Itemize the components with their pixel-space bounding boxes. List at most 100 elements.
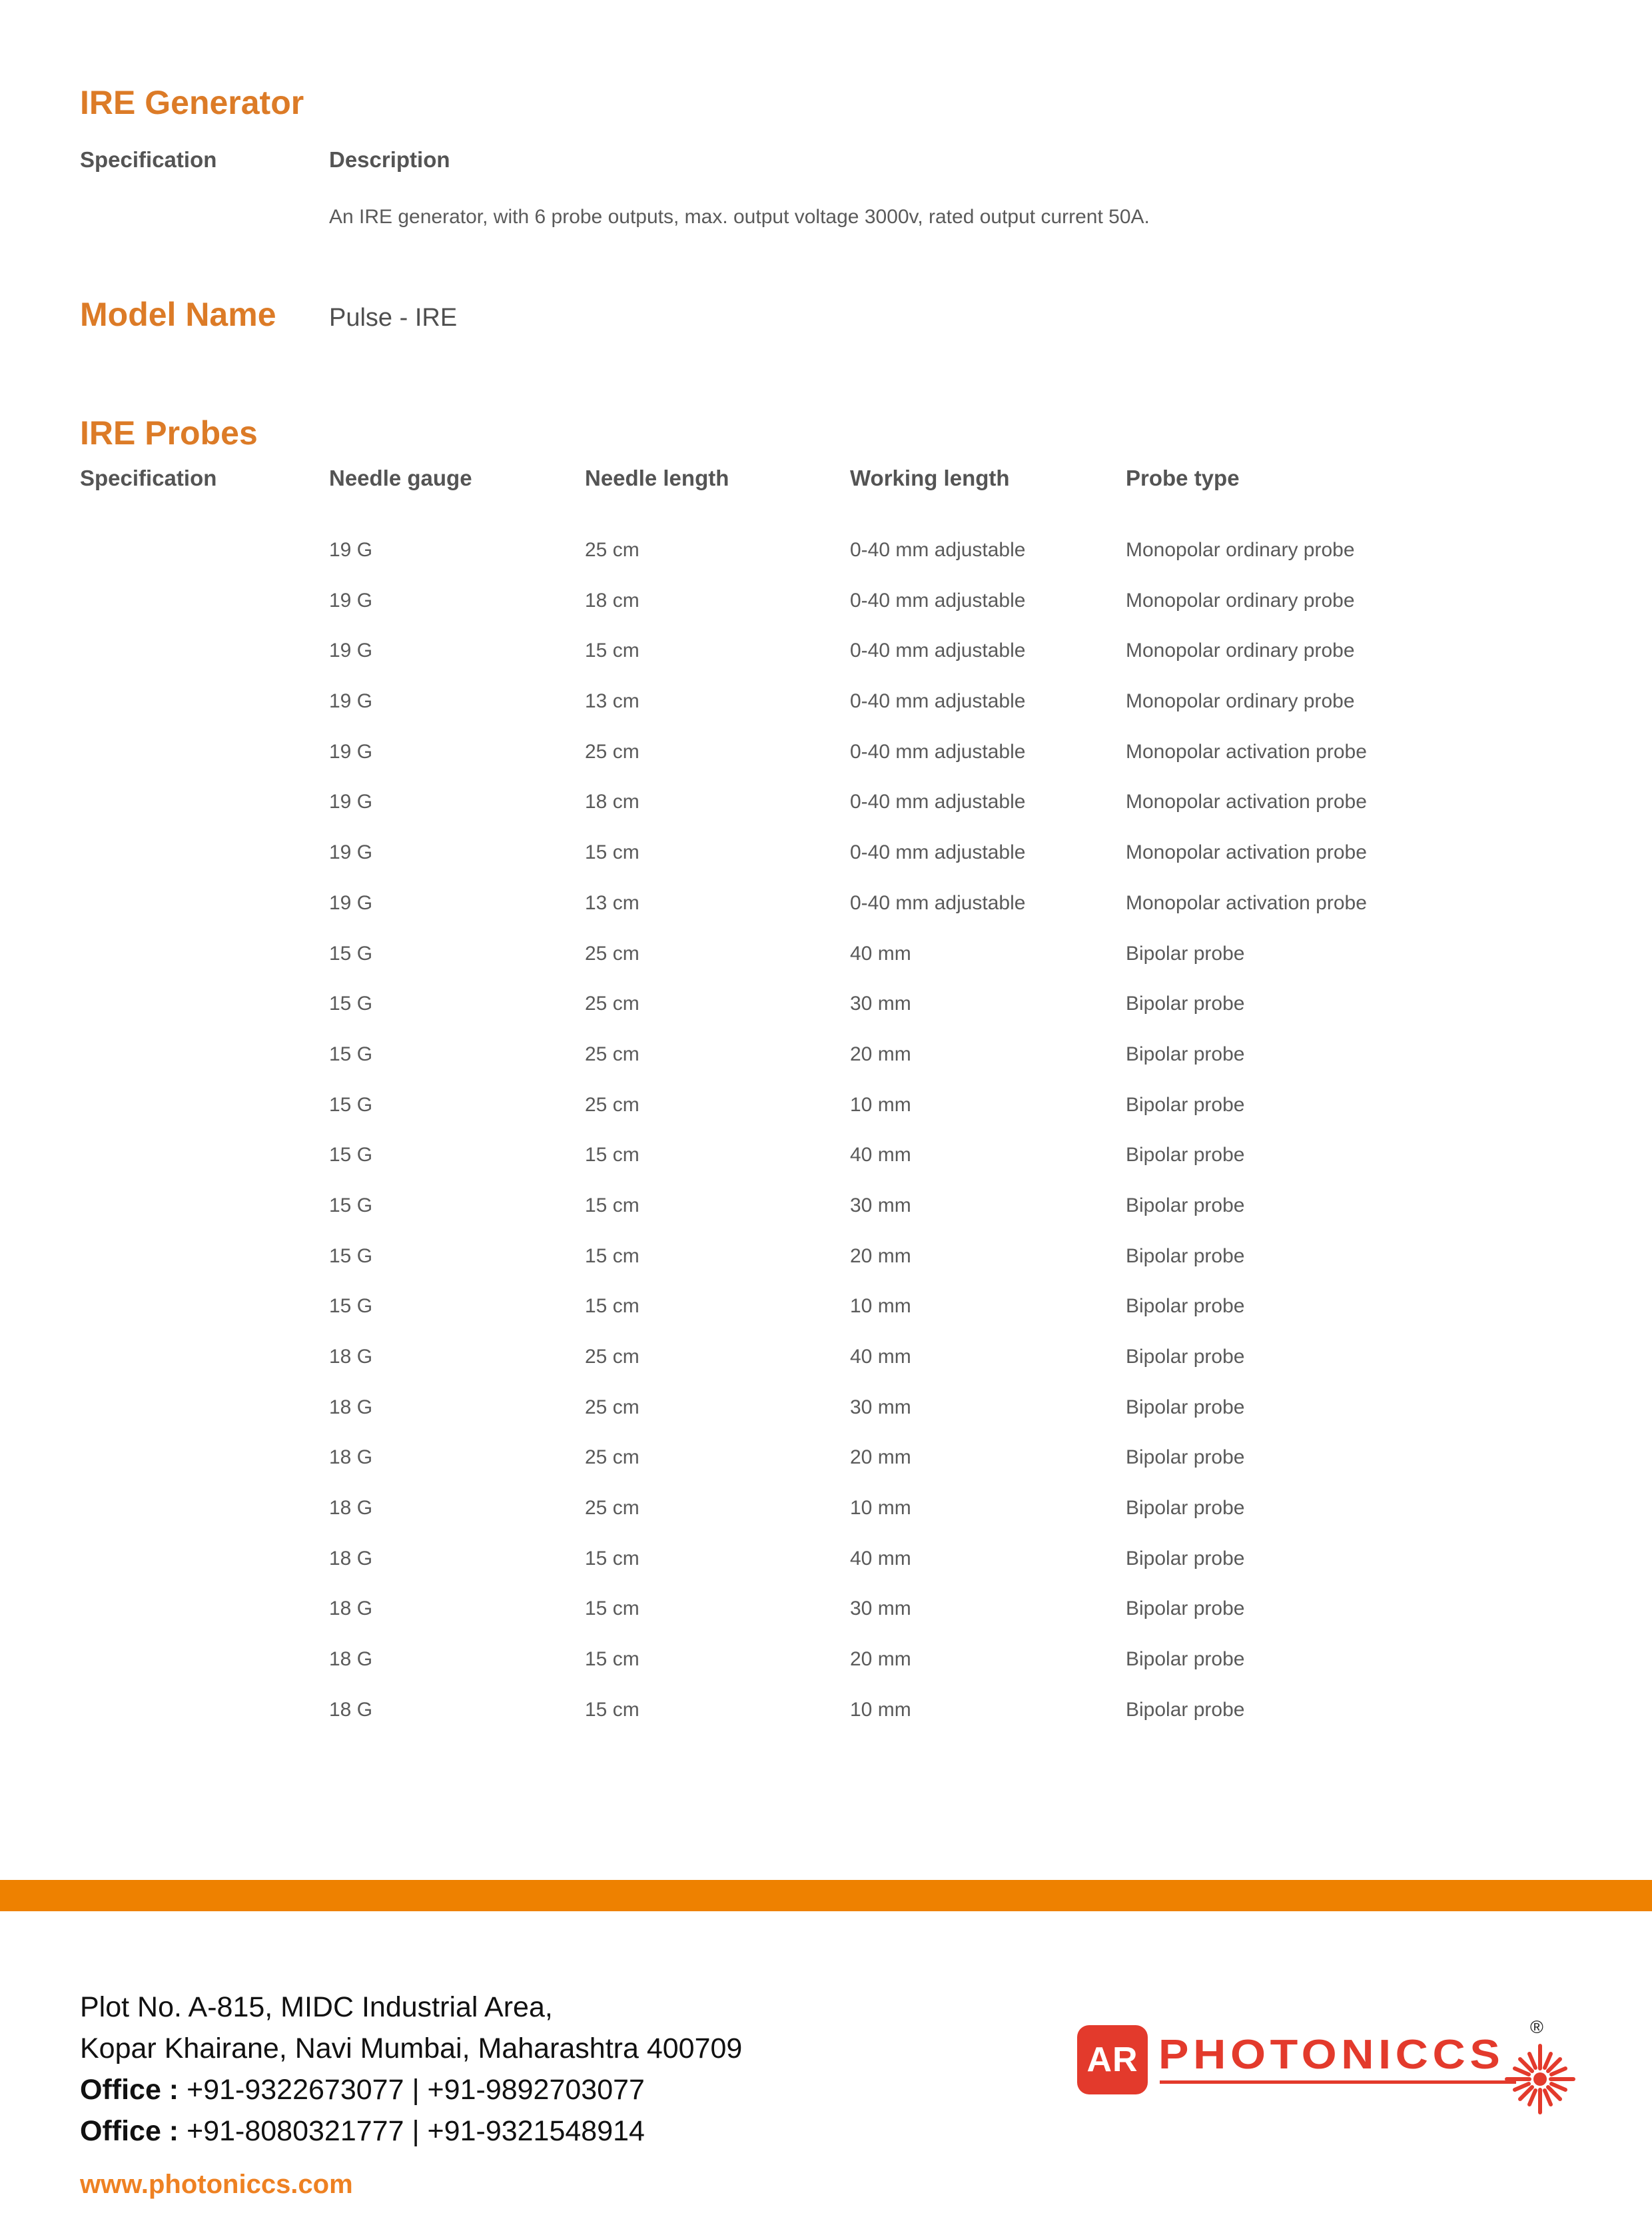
footer-address-line2: Kopar Khairane, Navi Mumbai, Maharashtra… bbox=[80, 2032, 743, 2064]
table-row: 15 G 25 cm 20 mm Bipolar probe bbox=[80, 1041, 1592, 1092]
probe-type-cell: Bipolar probe bbox=[1126, 1244, 1245, 1267]
working-length-cell: 40 mm bbox=[850, 1346, 911, 1368]
registered-trademark-icon: ® bbox=[1530, 2017, 1543, 2037]
needle-gauge-cell: 15 G bbox=[329, 1093, 373, 1116]
website-link[interactable]: www.photoniccs.com bbox=[80, 2170, 353, 2199]
probe-type-cell: Bipolar probe bbox=[1126, 1043, 1245, 1065]
probe-type-cell: Bipolar probe bbox=[1126, 1194, 1245, 1216]
table-row: 19 G 15 cm 0-40 mm adjustable Monopolar act… bbox=[80, 839, 1592, 890]
probe-type-cell: Bipolar probe bbox=[1126, 1497, 1245, 1520]
needle-length-cell: 15 cm bbox=[585, 1295, 639, 1318]
probe-type-cell: Bipolar probe bbox=[1126, 1093, 1245, 1116]
needle-length-cell: 13 cm bbox=[585, 891, 639, 914]
needle-length-cell: 15 cm bbox=[585, 1648, 639, 1671]
needle-gauge-cell: 18 G bbox=[329, 1446, 373, 1469]
needle-gauge-cell: 15 G bbox=[329, 1043, 373, 1065]
working-length-cell: 10 mm bbox=[850, 1295, 911, 1318]
needle-length-cell: 15 cm bbox=[585, 1194, 639, 1216]
probe-type-cell: Monopolar ordinary probe bbox=[1126, 690, 1355, 713]
working-length-cell: 20 mm bbox=[850, 1043, 911, 1065]
table-row: 18 G 25 cm 30 mm Bipolar probe bbox=[80, 1394, 1592, 1445]
working-length-cell: 10 mm bbox=[850, 1093, 911, 1116]
footer-address-line1: Plot No. A-815, MIDC Industrial Area, bbox=[80, 1991, 553, 2023]
working-length-cell: 40 mm bbox=[850, 1144, 911, 1166]
table-row: 18 G 15 cm 30 mm Bipolar probe bbox=[80, 1595, 1592, 1646]
needle-length-cell: 25 cm bbox=[585, 1446, 639, 1469]
probe-type-cell: Bipolar probe bbox=[1126, 1396, 1245, 1418]
needle-length-cell: 25 cm bbox=[585, 539, 639, 561]
table-row: 19 G 18 cm 0-40 mm adjustable Monopolar ord… bbox=[80, 588, 1592, 638]
needle-length-cell: 25 cm bbox=[585, 1043, 639, 1065]
probe-type-cell: Monopolar ordinary probe bbox=[1126, 539, 1355, 561]
office-phone-numbers: +91-8080321777 | +91-9321548914 bbox=[179, 2115, 645, 2147]
table-row: 18 G 25 cm 40 mm Bipolar probe bbox=[80, 1344, 1592, 1394]
needle-gauge-cell: 19 G bbox=[329, 891, 373, 914]
table-row: 18 G 15 cm 10 mm Bipolar probe bbox=[80, 1697, 1592, 1747]
working-length-cell: 20 mm bbox=[850, 1244, 911, 1267]
needle-gauge-column-header: Needle gauge bbox=[329, 466, 472, 490]
table-row: 19 G 15 cm 0-40 mm adjustable Monopolar ord… bbox=[80, 638, 1592, 688]
probe-type-cell: Bipolar probe bbox=[1126, 1547, 1245, 1569]
generator-spec-header-row: Specification Description bbox=[80, 146, 585, 173]
needle-length-cell: 13 cm bbox=[585, 690, 639, 713]
office-label: Office : bbox=[80, 2115, 179, 2147]
probe-type-cell: Monopolar ordinary probe bbox=[1126, 640, 1355, 662]
needle-gauge-cell: 18 G bbox=[329, 1597, 373, 1620]
needle-gauge-cell: 18 G bbox=[329, 1648, 373, 1671]
table-row: 15 G 25 cm 30 mm Bipolar probe bbox=[80, 991, 1592, 1041]
working-length-cell: 0-40 mm adjustable bbox=[850, 891, 1026, 914]
table-row: 15 G 15 cm 20 mm Bipolar probe bbox=[80, 1243, 1592, 1294]
office-label: Office : bbox=[80, 2074, 179, 2106]
needle-gauge-cell: 18 G bbox=[329, 1497, 373, 1520]
working-length-cell: 20 mm bbox=[850, 1446, 911, 1469]
probe-type-cell: Monopolar activation probe bbox=[1126, 891, 1367, 914]
needle-length-cell: 25 cm bbox=[585, 993, 639, 1015]
table-row: 15 G 25 cm 40 mm Bipolar probe bbox=[80, 941, 1592, 991]
needle-length-cell: 15 cm bbox=[585, 1597, 639, 1620]
needle-length-cell: 15 cm bbox=[585, 1547, 639, 1569]
table-row: 19 G 18 cm 0-40 mm adjustable Monopolar act… bbox=[80, 789, 1592, 839]
probe-type-column-header: Probe type bbox=[1126, 466, 1240, 490]
generator-description: An IRE generator, with 6 probe outputs, … bbox=[329, 206, 1150, 228]
photoniccs-wordmark: PHOTONICCS bbox=[1158, 2032, 1505, 2078]
needle-gauge-cell: 18 G bbox=[329, 1698, 373, 1721]
probe-type-cell: Bipolar probe bbox=[1126, 1295, 1245, 1318]
table-row: 19 G 25 cm 0-40 mm adjustable Monopolar ord… bbox=[80, 537, 1592, 588]
working-length-cell: 30 mm bbox=[850, 1597, 911, 1620]
needle-gauge-cell: 19 G bbox=[329, 640, 373, 662]
working-length-cell: 10 mm bbox=[850, 1698, 911, 1721]
ar-photoniccs-logo: AR PHOTONICCS ® bbox=[1077, 2018, 1617, 2138]
needle-length-cell: 15 cm bbox=[585, 1244, 639, 1267]
table-row: 18 G 15 cm 20 mm Bipolar probe bbox=[80, 1646, 1592, 1697]
needle-gauge-cell: 18 G bbox=[329, 1396, 373, 1418]
probe-type-cell: Monopolar activation probe bbox=[1126, 740, 1367, 763]
needle-length-column-header: Needle length bbox=[585, 466, 729, 490]
needle-gauge-cell: 15 G bbox=[329, 1194, 373, 1216]
table-row: 15 G 25 cm 10 mm Bipolar probe bbox=[80, 1092, 1592, 1142]
needle-length-cell: 25 cm bbox=[585, 1093, 639, 1116]
needle-gauge-cell: 19 G bbox=[329, 589, 373, 612]
ire-probes-heading: IRE Probes bbox=[80, 414, 258, 452]
needle-gauge-cell: 19 G bbox=[329, 740, 373, 763]
needle-gauge-cell: 15 G bbox=[329, 993, 373, 1015]
description-column-header: Description bbox=[329, 147, 450, 172]
table-row: 15 G 15 cm 10 mm Bipolar probe bbox=[80, 1293, 1592, 1344]
probe-type-cell: Monopolar activation probe bbox=[1126, 841, 1367, 864]
ar-monogram-badge: AR bbox=[1077, 2025, 1148, 2094]
working-length-column-header: Working length bbox=[850, 466, 1010, 490]
specification-column-header: Specification bbox=[80, 466, 217, 490]
needle-length-cell: 25 cm bbox=[585, 1396, 639, 1418]
needle-gauge-cell: 19 G bbox=[329, 791, 373, 813]
needle-gauge-cell: 15 G bbox=[329, 1295, 373, 1318]
logo-underline bbox=[1160, 2080, 1516, 2084]
working-length-cell: 30 mm bbox=[850, 993, 911, 1015]
working-length-cell: 30 mm bbox=[850, 1396, 911, 1418]
table-row: 19 G 25 cm 0-40 mm adjustable Monopolar act… bbox=[80, 739, 1592, 789]
needle-length-cell: 15 cm bbox=[585, 1144, 639, 1166]
working-length-cell: 0-40 mm adjustable bbox=[850, 841, 1026, 864]
probes-table-header-row: Specification Needle gauge Needle length… bbox=[80, 464, 1592, 492]
probe-type-cell: Bipolar probe bbox=[1126, 1648, 1245, 1671]
needle-gauge-cell: 18 G bbox=[329, 1547, 373, 1569]
ire-generator-heading: IRE Generator bbox=[80, 84, 304, 121]
